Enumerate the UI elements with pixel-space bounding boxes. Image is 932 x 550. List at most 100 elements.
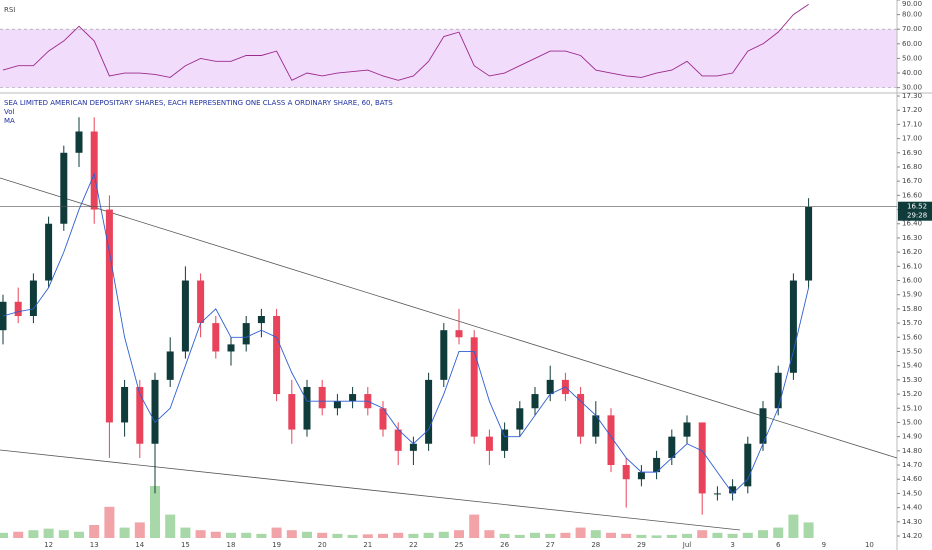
y-tick-label: 16.90 xyxy=(902,149,922,157)
candle-body xyxy=(136,386,144,444)
volume-bar xyxy=(575,527,586,538)
candle-body xyxy=(121,386,129,423)
volume-bar xyxy=(408,533,419,538)
volume-bar xyxy=(226,532,236,538)
y-tick-label: 17.20 xyxy=(902,106,922,114)
x-tick-label: 9 xyxy=(822,541,826,549)
candle-body xyxy=(774,372,782,409)
candle-body xyxy=(713,493,721,495)
candle-body xyxy=(227,344,235,352)
x-tick-label: 19 xyxy=(272,541,281,549)
y-tick-label: 14.30 xyxy=(902,518,922,526)
y-tick-label: 50.00 xyxy=(902,54,922,62)
y-tick-label: 16.20 xyxy=(902,248,922,256)
candle-body xyxy=(425,379,433,444)
volume-bar xyxy=(621,533,632,538)
volume-bar xyxy=(28,530,39,538)
candle-body xyxy=(501,429,509,451)
candle-body xyxy=(90,131,98,210)
candle-body xyxy=(789,280,797,373)
y-tick-label: 14.50 xyxy=(902,489,922,497)
candle-body xyxy=(455,330,463,338)
candle-body xyxy=(379,408,387,430)
candle-body xyxy=(105,209,113,423)
y-tick-label: 14.90 xyxy=(902,433,922,441)
y-tick-label: 17.10 xyxy=(902,120,922,128)
candle-body xyxy=(166,351,174,380)
y-tick-label: 14.70 xyxy=(902,461,922,469)
y-tick-label: 15.00 xyxy=(902,418,922,426)
rsi-band xyxy=(0,29,897,88)
volume-bar xyxy=(104,506,115,538)
volume-bar xyxy=(606,532,616,538)
last-price-label: 16.52 xyxy=(907,203,927,211)
y-tick-label: 16.30 xyxy=(902,234,922,242)
volume-bar xyxy=(347,534,358,538)
y-tick-label: 90.00 xyxy=(902,0,922,8)
candle-body xyxy=(577,394,585,437)
y-tick-label: 70.00 xyxy=(902,25,922,33)
y-tick-label: 60.00 xyxy=(902,40,922,48)
legend-ma: MA xyxy=(4,117,15,125)
x-tick-label: 29 xyxy=(637,541,646,549)
y-tick-label: 15.90 xyxy=(902,291,922,299)
ma-line xyxy=(2,172,810,495)
y-tick-label: 14.80 xyxy=(902,447,922,455)
x-tick-label: 15 xyxy=(181,541,190,549)
candle-body xyxy=(546,379,554,395)
y-tick-label: 80.00 xyxy=(902,11,922,19)
volume-bar xyxy=(454,530,464,538)
candle-body xyxy=(805,206,813,281)
volume-bar xyxy=(0,532,8,538)
volume-bar xyxy=(165,514,176,538)
candle-body xyxy=(729,486,737,494)
chart-title: SEA LIMITED AMERICAN DEPOSITARY SHARES, … xyxy=(4,99,393,107)
y-tick-label: 40.00 xyxy=(902,69,922,77)
volume-bar xyxy=(210,531,221,538)
candle-body xyxy=(653,457,661,473)
candle-body xyxy=(212,323,220,352)
volume-bar xyxy=(89,525,100,538)
candle-body xyxy=(60,152,68,224)
volume-bar xyxy=(469,514,480,538)
candle-body xyxy=(303,386,311,430)
volume-bar xyxy=(773,527,784,538)
candle-body xyxy=(668,436,676,458)
candle-body xyxy=(181,280,189,352)
candle-body xyxy=(29,280,37,316)
candle-body xyxy=(683,422,691,437)
price-tag xyxy=(898,201,932,221)
y-tick-label: 15.10 xyxy=(902,404,922,412)
rsi-line xyxy=(2,4,809,81)
volume-bar xyxy=(530,532,540,538)
y-tick-label: 16.40 xyxy=(902,220,922,228)
y-tick-label: 15.30 xyxy=(902,376,922,384)
volume-bar xyxy=(727,533,738,538)
volume-bar xyxy=(378,533,388,538)
volume-bar xyxy=(119,527,130,538)
volume-bar xyxy=(256,533,267,538)
y-tick-label: 15.70 xyxy=(902,319,922,327)
volume-bar xyxy=(742,532,753,538)
y-tick-label: 16.00 xyxy=(902,277,922,285)
volume-bar xyxy=(697,530,708,538)
x-tick-label: 27 xyxy=(546,541,555,549)
volume-bar xyxy=(560,532,571,538)
x-tick-label: 28 xyxy=(591,541,600,549)
volume-bar xyxy=(195,530,206,538)
candle-body xyxy=(531,394,539,409)
y-tick-label: 16.60 xyxy=(902,191,922,199)
x-tick-label: 22 xyxy=(409,541,418,549)
y-tick-label: 14.40 xyxy=(902,504,922,512)
candle-body xyxy=(698,422,706,494)
candle-body xyxy=(592,415,600,437)
candle-body xyxy=(470,337,478,437)
candle-body xyxy=(637,472,645,480)
y-tick-label: 15.80 xyxy=(902,305,922,313)
volume-bar xyxy=(74,531,84,538)
volume-bar xyxy=(666,534,677,538)
x-tick-label: 21 xyxy=(363,541,372,549)
y-tick-label: 15.40 xyxy=(902,362,922,370)
x-tick-label: Jul xyxy=(682,541,692,549)
